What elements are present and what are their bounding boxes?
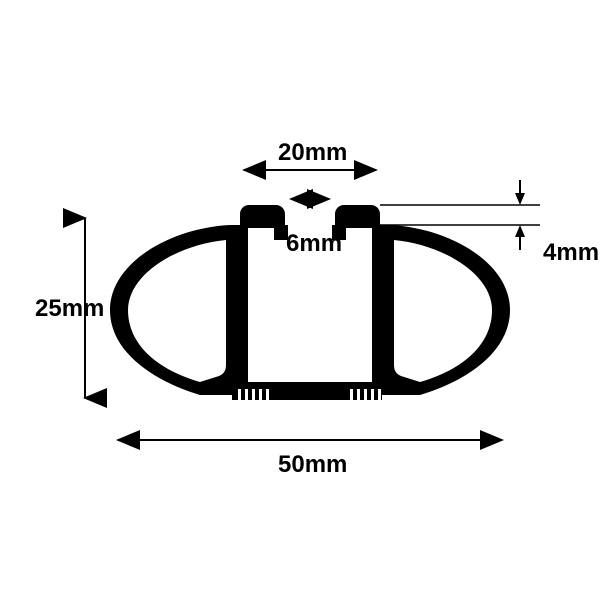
diagram-canvas: 25mm 50mm 20mm 6mm 4mm [0, 0, 600, 600]
dim-slot-inner-label: 6mm [286, 230, 342, 257]
dim-slot-outer: 20mm [244, 139, 376, 170]
dim-lip-thickness-label: 4mm [543, 239, 599, 266]
dim-height-label: 25mm [35, 295, 104, 322]
dim-height: 25mm [35, 218, 104, 398]
dim-width-label: 50mm [278, 451, 347, 478]
dim-slot-outer-label: 20mm [278, 139, 347, 166]
dim-width: 50mm [118, 440, 502, 478]
